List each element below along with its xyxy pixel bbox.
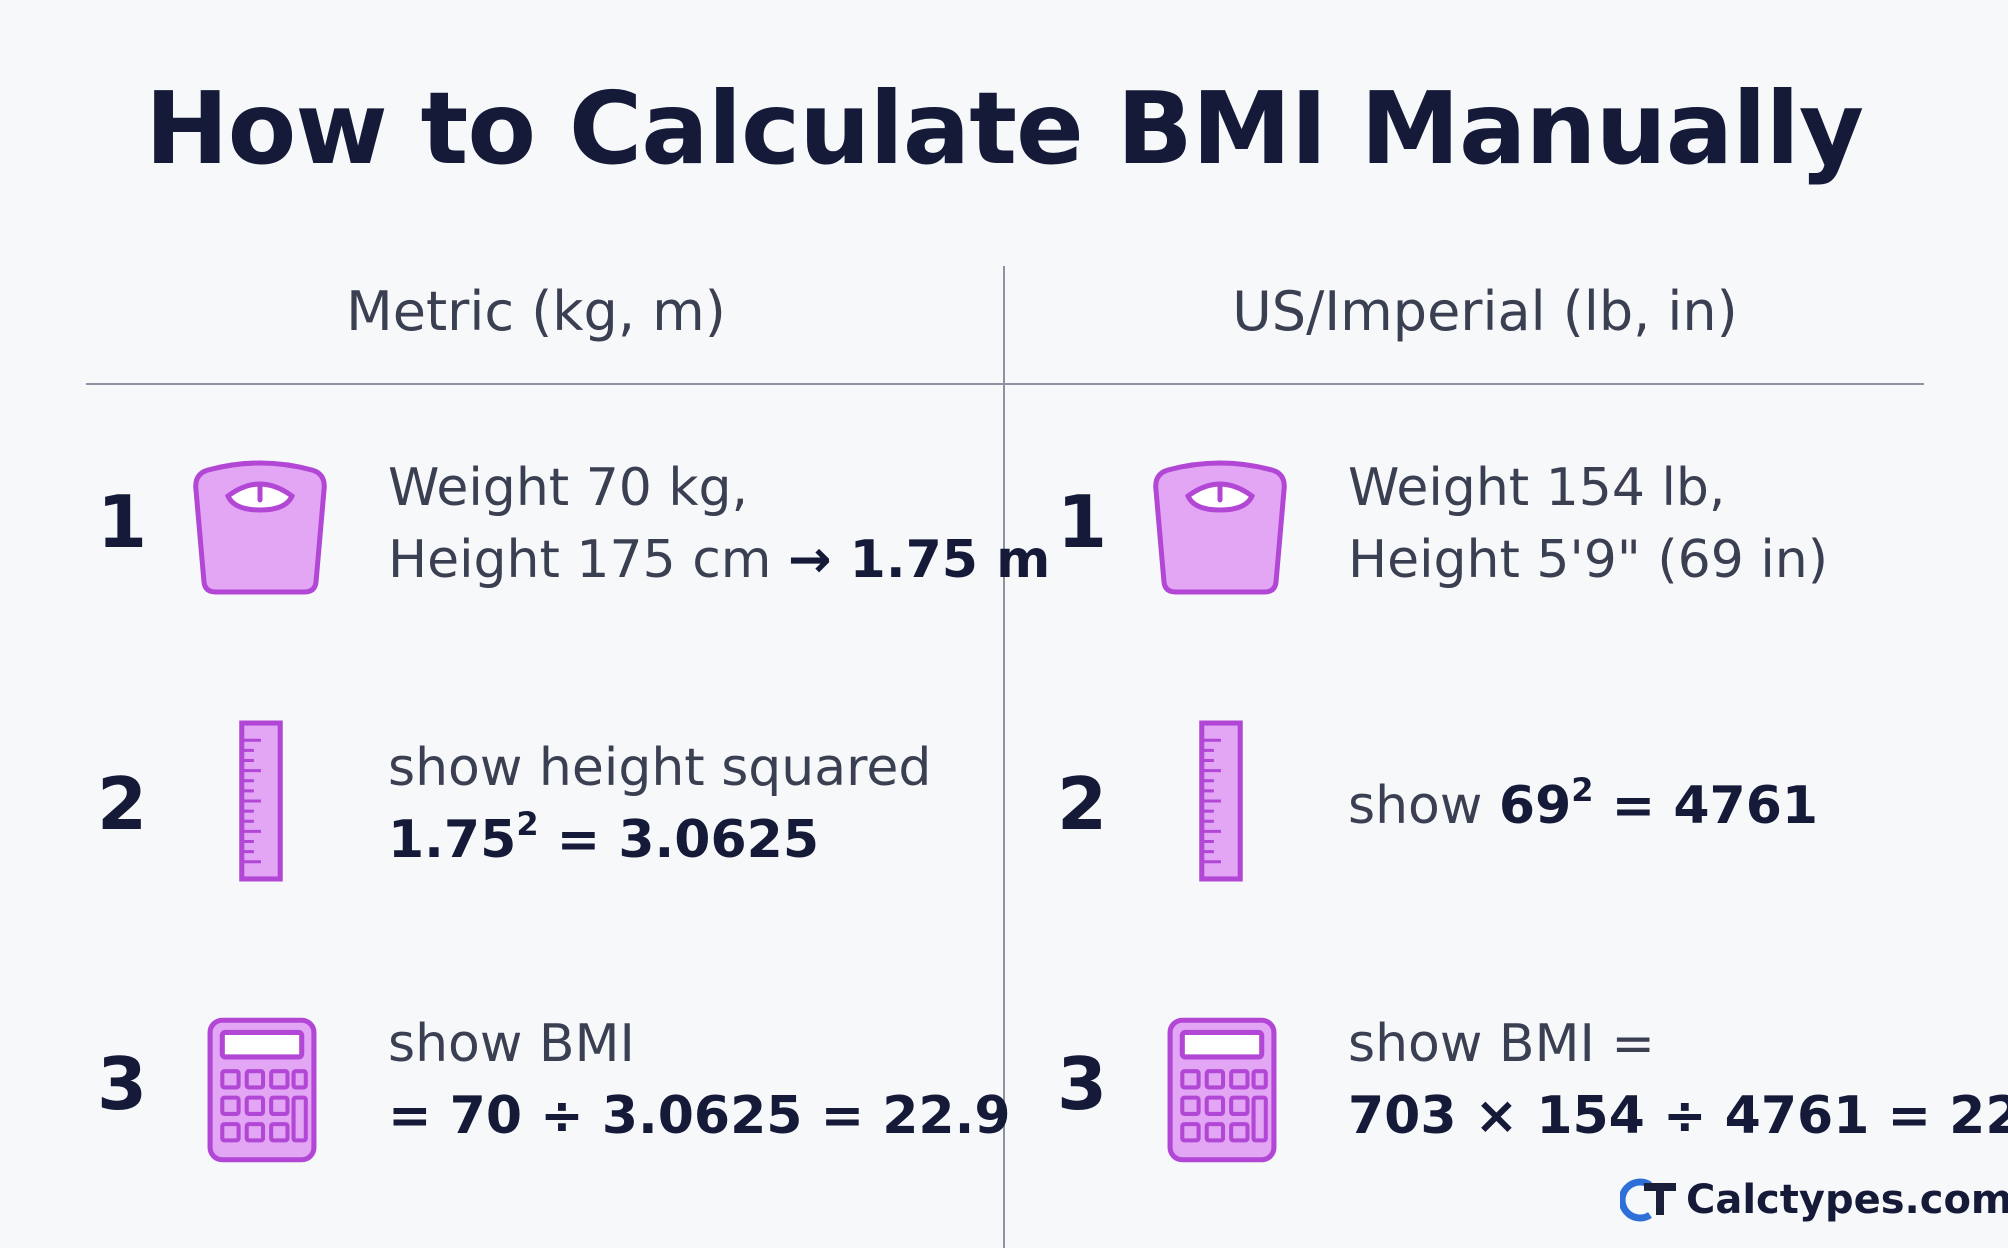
metric-step-3-text: show BMI = 70 ÷ 3.0625 = 22.9 [388, 1008, 1011, 1152]
imperial-base: 69 [1498, 776, 1572, 836]
imperial-step-3-line1: show BMI = [1348, 1014, 1655, 1074]
imperial-step-2-number: 2 [1056, 762, 1108, 846]
imperial-step-1-line1: Weight 154 lb, [1348, 458, 1726, 518]
metric-step-1-line1: Weight 70 kg, [388, 458, 749, 518]
metric-step-2-line2: 1.752 = 3.0625 [388, 804, 931, 876]
metric-step-3-number: 3 [96, 1042, 148, 1126]
brand-name: Calctypes.com [1686, 1177, 2008, 1223]
imperial-square-result: = 4761 [1593, 776, 1819, 836]
imperial-step-2-text: show 692 = 4761 [1348, 770, 1818, 842]
metric-base: 1.75 [388, 810, 517, 870]
metric-step-2-text: show height squared 1.752 = 3.0625 [388, 732, 931, 876]
imperial-step-1-text: Weight 154 lb, Height 5'9" (69 in) [1348, 452, 1828, 596]
imperial-exponent: 2 [1571, 771, 1594, 809]
metric-step-1-number: 1 [96, 480, 148, 564]
metric-step-3-line2: = 70 ÷ 3.0625 = 22.9 [388, 1086, 1011, 1146]
metric-square-result: = 3.0625 [538, 810, 820, 870]
brand-logo: Calctypes.com [1620, 1170, 2008, 1230]
metric-height-cm: Height 175 cm [388, 530, 788, 590]
page-title: How to Calculate BMI Manually [144, 70, 1864, 187]
metric-step-2-number: 2 [96, 762, 148, 846]
metric-step-1-line2: Height 175 cm → 1.75 m [388, 524, 1050, 596]
scale-icon [186, 458, 334, 598]
imperial-step-1-number: 1 [1056, 480, 1108, 564]
metric-exponent: 2 [516, 805, 539, 843]
scale-icon [1146, 458, 1294, 598]
column-divider [1003, 266, 1005, 1248]
header-divider [86, 383, 1924, 385]
imperial-step-2-line1: show 692 = 4761 [1348, 770, 1818, 842]
metric-step-1-text: Weight 70 kg, Height 175 cm → 1.75 m [388, 452, 1050, 596]
imperial-show-label: show [1348, 776, 1499, 836]
calculator-icon [1166, 1016, 1278, 1164]
imperial-step-3-number: 3 [1056, 1042, 1108, 1126]
imperial-heading: US/Imperial (lb, in) [1232, 280, 1738, 343]
arrow-icon: → [787, 530, 832, 590]
calculator-icon [206, 1016, 318, 1164]
ruler-icon [238, 720, 284, 882]
imperial-step-3-line2: 703 × 154 ÷ 4761 = 22.7 [1348, 1086, 2008, 1146]
calctypes-logo-icon [1620, 1178, 1676, 1222]
metric-step-3-line1: show BMI [388, 1014, 635, 1074]
metric-heading: Metric (kg, m) [346, 280, 726, 343]
metric-step-2-line1: show height squared [388, 738, 932, 798]
metric-height-m: 1.75 m [831, 530, 1051, 590]
imperial-step-1-line2: Height 5'9" (69 in) [1348, 530, 1829, 590]
ruler-icon [1198, 720, 1244, 882]
imperial-step-3-text: show BMI = 703 × 154 ÷ 4761 = 22.7 [1348, 1008, 2008, 1152]
